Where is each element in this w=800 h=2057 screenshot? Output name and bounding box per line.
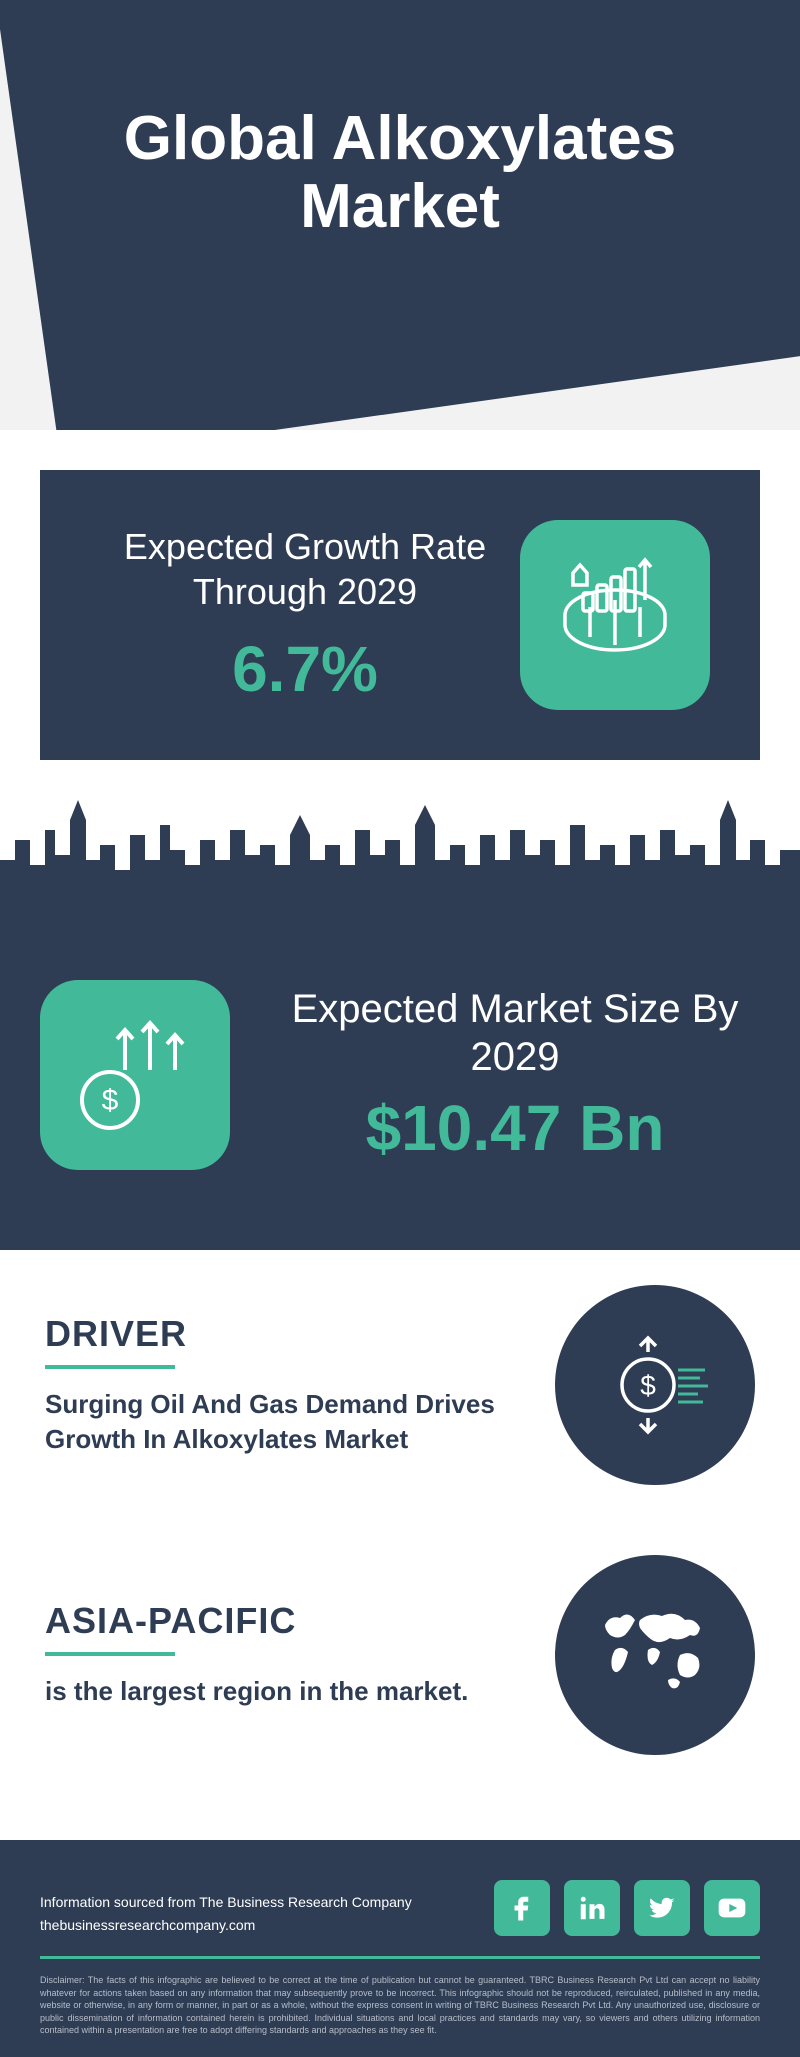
market-value: $10.47 Bn: [270, 1091, 760, 1165]
market-text-block: Expected Market Size By 2029 $10.47 Bn: [270, 985, 760, 1165]
hero-section: Global Alkoxylates Market: [0, 0, 800, 430]
facebook-icon[interactable]: [494, 1880, 550, 1936]
growth-card: Expected Growth Rate Through 2029 6.7%: [40, 470, 760, 760]
footer-top: Information sourced from The Business Re…: [40, 1880, 760, 1959]
twitter-icon[interactable]: [634, 1880, 690, 1936]
world-map-icon: [555, 1555, 755, 1755]
driver-row: DRIVER Surging Oil And Gas Demand Drives…: [0, 1250, 800, 1520]
page-title: Global Alkoxylates Market: [0, 105, 800, 241]
growth-value: 6.7%: [90, 632, 520, 706]
svg-text:$: $: [640, 1370, 656, 1401]
growth-text-block: Expected Growth Rate Through 2029 6.7%: [90, 524, 520, 706]
region-row: ASIA-PACIFIC is the largest region in th…: [0, 1520, 800, 1790]
market-card: $ Expected Market Size By 2029 $10.47 Bn: [0, 920, 800, 1250]
svg-text:$: $: [102, 1084, 119, 1117]
source-line-2: thebusinessresearchcompany.com: [40, 1914, 412, 1936]
growth-label: Expected Growth Rate Through 2029: [90, 524, 520, 614]
footer: Information sourced from The Business Re…: [0, 1840, 800, 2057]
skyline-divider: [0, 790, 800, 920]
disclaimer-text: Disclaimer: The facts of this infographi…: [40, 1974, 760, 2037]
linkedin-icon[interactable]: [564, 1880, 620, 1936]
region-underline: [45, 1652, 175, 1656]
driver-text-block: DRIVER Surging Oil And Gas Demand Drives…: [45, 1313, 525, 1457]
growth-chart-globe-icon: [520, 520, 710, 710]
market-label: Expected Market Size By 2029: [270, 985, 760, 1081]
driver-heading: DRIVER: [45, 1313, 525, 1355]
driver-underline: [45, 1365, 175, 1369]
social-row: [494, 1880, 760, 1936]
dollar-arrows-icon: $: [40, 980, 230, 1170]
driver-body: Surging Oil And Gas Demand Drives Growth…: [45, 1387, 525, 1457]
region-heading: ASIA-PACIFIC: [45, 1600, 525, 1642]
source-line-1: Information sourced from The Business Re…: [40, 1891, 412, 1913]
money-transfer-icon: $: [555, 1285, 755, 1485]
youtube-icon[interactable]: [704, 1880, 760, 1936]
region-text-block: ASIA-PACIFIC is the largest region in th…: [45, 1600, 525, 1709]
region-body: is the largest region in the market.: [45, 1674, 525, 1709]
footer-source: Information sourced from The Business Re…: [40, 1891, 412, 1936]
